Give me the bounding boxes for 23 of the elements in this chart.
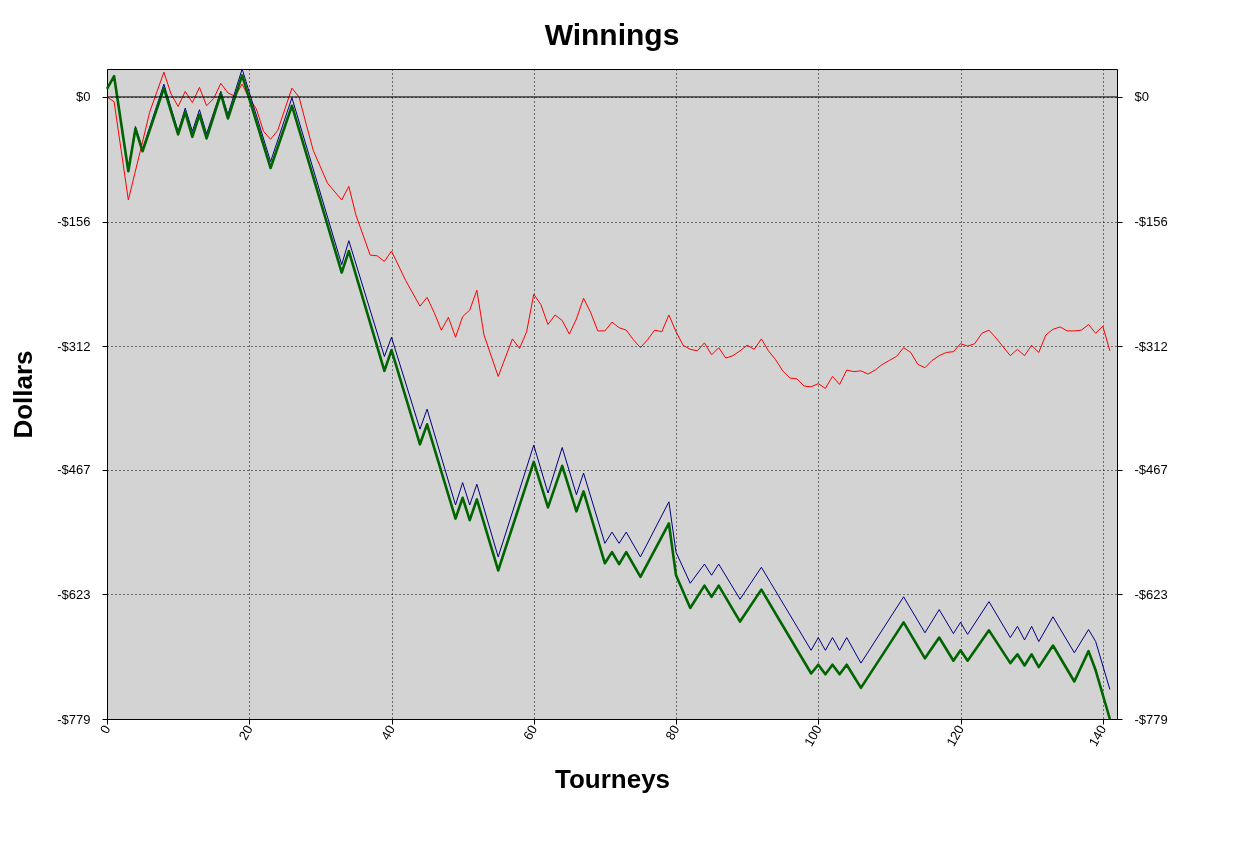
y2-tick-label: -$779 [1134, 711, 1168, 727]
x-tick-label: 80 [662, 722, 683, 743]
x-tick-label: 40 [377, 722, 399, 743]
x-tick-label: 20 [235, 722, 256, 743]
y-tick-label: -$779 [57, 711, 91, 727]
y-tick-label: -$623 [57, 586, 91, 602]
x-tick-label: 140 [1085, 722, 1110, 749]
y2-tick-label: -$156 [1134, 214, 1168, 230]
chart-title: Winnings [544, 17, 680, 51]
y-tick-label: -$156 [57, 214, 91, 230]
y-tick-label: $0 [76, 89, 91, 105]
x-tick-label: 0 [96, 722, 114, 737]
y-axis-title: Dollars [8, 350, 39, 439]
y2-tick-label: -$623 [1134, 586, 1168, 602]
x-tick-label: 100 [800, 722, 825, 749]
y2-tick-label: -$312 [1134, 338, 1168, 354]
y-tick-label: -$467 [57, 462, 91, 478]
x-tick-label: 60 [520, 722, 541, 743]
x-tick-label: 120 [943, 722, 968, 749]
y-tick-label: -$312 [57, 338, 91, 354]
y2-tick-label: -$467 [1134, 462, 1168, 478]
y2-tick-label: $0 [1134, 89, 1149, 105]
x-axis-title: Tourneys [554, 763, 671, 794]
